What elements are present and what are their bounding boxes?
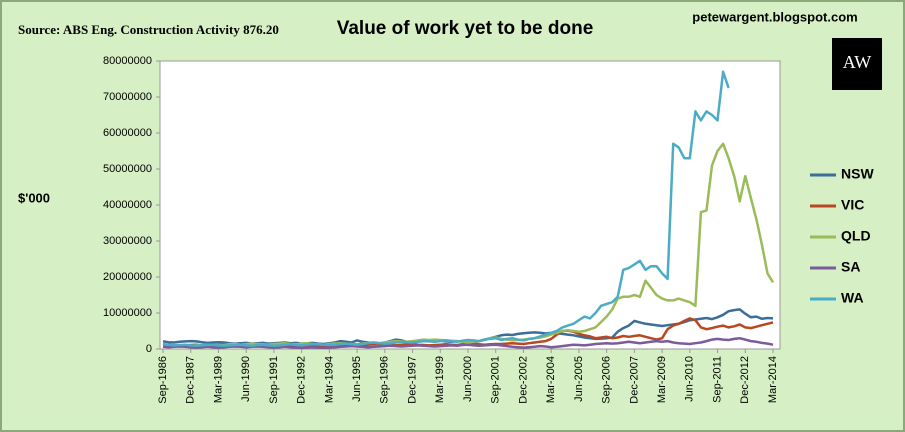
x-tick-label: Sep-2001 bbox=[490, 356, 502, 404]
y-axis-label: $'000 bbox=[18, 190, 50, 205]
legend-label: QLD bbox=[841, 228, 871, 244]
site-credit: petewargent.blogspot.com bbox=[692, 9, 857, 24]
logo: AW bbox=[843, 52, 872, 72]
x-tick-label: Sep-1991 bbox=[268, 356, 280, 404]
x-tick-label: Mar-1989 bbox=[212, 356, 224, 403]
y-tick-label: 30000000 bbox=[103, 235, 152, 247]
x-tick-label: Jun-1990 bbox=[240, 356, 252, 402]
x-tick-label: Jun-2005 bbox=[573, 356, 585, 402]
x-tick-label: Sep-2006 bbox=[601, 356, 613, 404]
x-tick-label: Dec-2012 bbox=[739, 356, 751, 404]
y-tick-label: 50000000 bbox=[103, 163, 152, 175]
x-tick-label: Jun-2010 bbox=[684, 356, 696, 402]
y-tick-label: 20000000 bbox=[103, 271, 152, 283]
legend-label: VIC bbox=[841, 197, 864, 213]
y-tick-label: 10000000 bbox=[103, 307, 152, 319]
x-tick-label: Dec-1992 bbox=[296, 356, 308, 404]
series-line bbox=[162, 336, 774, 350]
legend-label: NSW bbox=[841, 166, 874, 182]
x-tick-label: Sep-1996 bbox=[379, 356, 391, 404]
plot-area bbox=[159, 60, 781, 350]
series-line bbox=[162, 70, 730, 348]
x-tick-label: Dec-2007 bbox=[628, 356, 640, 404]
x-tick-label: Dec-1987 bbox=[185, 356, 197, 404]
x-tick-label: Mar-1994 bbox=[323, 356, 335, 403]
x-tick-label: Dec-2002 bbox=[517, 356, 529, 404]
x-tick-label: Dec-1997 bbox=[406, 356, 418, 404]
x-tick-label: Mar-2009 bbox=[656, 356, 668, 403]
legend-label: SA bbox=[841, 259, 860, 275]
y-tick-label: 60000000 bbox=[103, 127, 152, 139]
y-tick-label: 80000000 bbox=[103, 55, 152, 67]
y-tick-label: 40000000 bbox=[103, 199, 152, 211]
x-tick-label: Mar-1999 bbox=[434, 356, 446, 403]
x-tick-label: Sep-1986 bbox=[157, 356, 169, 404]
y-tick-label: 0 bbox=[146, 343, 152, 355]
x-tick-label: Sep-2011 bbox=[711, 356, 723, 403]
chart-title: Value of work yet to be done bbox=[337, 18, 594, 39]
source: Source: ABS Eng. Construction Activity 8… bbox=[18, 22, 279, 37]
y-tick-label: 70000000 bbox=[103, 91, 152, 103]
x-tick-label: Mar-2004 bbox=[545, 356, 557, 403]
x-tick-label: Mar-2014 bbox=[767, 356, 779, 403]
logo-box bbox=[832, 38, 882, 90]
legend-label: WA bbox=[841, 290, 864, 306]
x-tick-label: Jun-1995 bbox=[351, 356, 363, 402]
x-tick-label: Jun-2000 bbox=[462, 356, 474, 402]
